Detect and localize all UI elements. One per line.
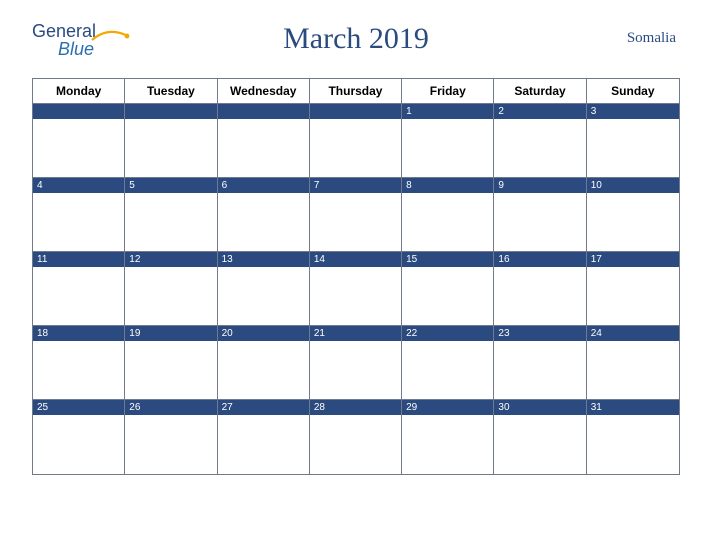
- day-cell: 26: [125, 400, 217, 474]
- day-cell: 3: [587, 104, 679, 178]
- day-cell: 12: [125, 252, 217, 326]
- col-header: Friday: [402, 79, 494, 104]
- brand-logo: General Blue: [32, 22, 96, 58]
- region-label: Somalia: [627, 30, 676, 47]
- day-cell: 11: [33, 252, 125, 326]
- date-number: 12: [125, 252, 216, 267]
- week-row: 1 2 3: [33, 104, 679, 178]
- date-number: 11: [33, 252, 124, 267]
- weekday-header-row: Monday Tuesday Wednesday Thursday Friday…: [33, 79, 679, 104]
- calendar-grid: Monday Tuesday Wednesday Thursday Friday…: [32, 78, 680, 475]
- date-number: 1: [402, 104, 493, 119]
- date-number: 22: [402, 326, 493, 341]
- date-number: 16: [494, 252, 585, 267]
- logo-text-2: Blue: [58, 40, 94, 58]
- day-cell: 4: [33, 178, 125, 252]
- calendar-page: General Blue March 2019 Somalia Monday T…: [0, 0, 712, 499]
- date-number: [33, 104, 124, 119]
- date-number: 24: [587, 326, 679, 341]
- day-cell: 16: [494, 252, 586, 326]
- day-cell: 17: [587, 252, 679, 326]
- day-cell: 23: [494, 326, 586, 400]
- day-cell: 10: [587, 178, 679, 252]
- day-cell: 30: [494, 400, 586, 474]
- day-cell: 1: [402, 104, 494, 178]
- date-number: 2: [494, 104, 585, 119]
- date-number: 27: [218, 400, 309, 415]
- day-cell: 13: [218, 252, 310, 326]
- week-row: 25 26 27 28 29 30 31: [33, 400, 679, 474]
- day-cell: [33, 104, 125, 178]
- week-row: 4 5 6 7 8 9 10: [33, 178, 679, 252]
- day-cell: 24: [587, 326, 679, 400]
- col-header: Sunday: [587, 79, 679, 104]
- day-cell: 18: [33, 326, 125, 400]
- date-number: [310, 104, 401, 119]
- date-number: 3: [587, 104, 679, 119]
- date-number: 31: [587, 400, 679, 415]
- date-number: 20: [218, 326, 309, 341]
- day-cell: 31: [587, 400, 679, 474]
- col-header: Tuesday: [125, 79, 217, 104]
- day-cell: 5: [125, 178, 217, 252]
- day-cell: 19: [125, 326, 217, 400]
- day-cell: 8: [402, 178, 494, 252]
- col-header: Wednesday: [218, 79, 310, 104]
- day-cell: 28: [310, 400, 402, 474]
- date-number: 14: [310, 252, 401, 267]
- day-cell: 6: [218, 178, 310, 252]
- date-number: [125, 104, 216, 119]
- week-row: 18 19 20 21 22 23 24: [33, 326, 679, 400]
- col-header: Saturday: [494, 79, 586, 104]
- date-number: 4: [33, 178, 124, 193]
- day-cell: [125, 104, 217, 178]
- logo-text-1: General: [32, 21, 96, 41]
- week-row: 11 12 13 14 15 16 17: [33, 252, 679, 326]
- date-number: 13: [218, 252, 309, 267]
- date-number: 29: [402, 400, 493, 415]
- logo-swoosh-icon: [90, 28, 130, 44]
- date-number: 5: [125, 178, 216, 193]
- day-cell: [310, 104, 402, 178]
- date-number: 23: [494, 326, 585, 341]
- date-number: 8: [402, 178, 493, 193]
- day-cell: 21: [310, 326, 402, 400]
- date-number: 7: [310, 178, 401, 193]
- day-cell: 2: [494, 104, 586, 178]
- day-cell: 15: [402, 252, 494, 326]
- day-cell: 20: [218, 326, 310, 400]
- header: General Blue March 2019 Somalia: [32, 18, 680, 70]
- day-cell: 27: [218, 400, 310, 474]
- date-number: 6: [218, 178, 309, 193]
- date-number: 9: [494, 178, 585, 193]
- calendar-body: 1 2 3 4 5 6 7 8 9 10 11 12 13 14 15 16 1…: [33, 104, 679, 474]
- day-cell: 14: [310, 252, 402, 326]
- day-cell: 22: [402, 326, 494, 400]
- date-number: 19: [125, 326, 216, 341]
- col-header: Monday: [33, 79, 125, 104]
- date-number: 21: [310, 326, 401, 341]
- day-cell: 7: [310, 178, 402, 252]
- day-cell: 9: [494, 178, 586, 252]
- col-header: Thursday: [310, 79, 402, 104]
- date-number: [218, 104, 309, 119]
- date-number: 25: [33, 400, 124, 415]
- date-number: 10: [587, 178, 679, 193]
- date-number: 15: [402, 252, 493, 267]
- day-cell: [218, 104, 310, 178]
- date-number: 17: [587, 252, 679, 267]
- date-number: 18: [33, 326, 124, 341]
- day-cell: 25: [33, 400, 125, 474]
- date-number: 30: [494, 400, 585, 415]
- date-number: 26: [125, 400, 216, 415]
- date-number: 28: [310, 400, 401, 415]
- day-cell: 29: [402, 400, 494, 474]
